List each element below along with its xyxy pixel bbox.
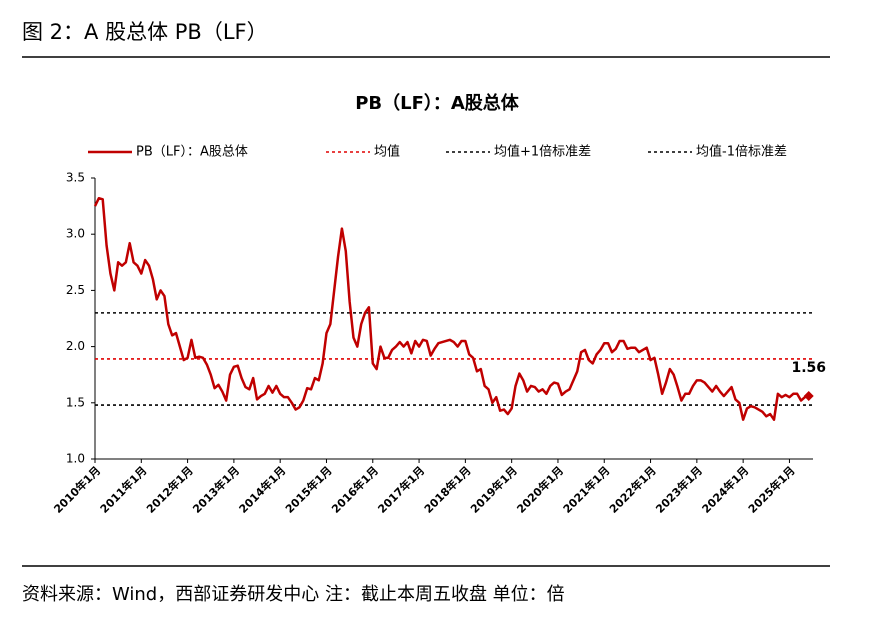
x-tick-label: 2015年1月: [282, 463, 335, 516]
x-tick-label: 2025年1月: [745, 463, 798, 516]
end-marker: [803, 391, 814, 402]
source-note: 资料来源：Wind，西部证券研发中心 注：截止本周五收盘 单位：倍: [22, 584, 565, 605]
data-label: 1.56: [791, 360, 826, 376]
x-tick-label: 2023年1月: [653, 463, 706, 516]
legend-label: 均值+1倍标准差: [494, 144, 591, 160]
legend-label: 均值-1倍标准差: [696, 144, 787, 160]
y-tick-label: 2.0: [66, 339, 85, 353]
x-tick-label: 2022年1月: [606, 463, 659, 516]
y-tick-label: 2.5: [66, 283, 85, 297]
data-line: [93, 196, 810, 421]
x-tick-label: 2016年1月: [328, 463, 381, 516]
legend-label: PB（LF）：A股总体: [136, 145, 248, 160]
chart-title: PB（LF）：A股总体: [355, 92, 520, 114]
x-tick-label: 2024年1月: [699, 463, 752, 516]
x-tick-label: 2019年1月: [467, 463, 520, 516]
y-tick-label: 3.5: [66, 171, 85, 185]
x-tick-label: 2018年1月: [421, 463, 474, 516]
x-tick-label: 2011年1月: [97, 463, 150, 516]
x-tick-label: 2014年1月: [236, 463, 289, 516]
x-tick-label: 2010年1月: [51, 463, 104, 516]
y-tick-label: 1.5: [66, 395, 85, 409]
x-tick-label: 2012年1月: [143, 463, 196, 516]
figure-title: 图 2：A 股总体 PB（LF）: [22, 20, 268, 44]
legend-label: 均值: [374, 144, 400, 160]
x-tick-label: 2017年1月: [375, 463, 428, 516]
x-tick-label: 2021年1月: [560, 463, 613, 516]
x-tick-label: 2013年1月: [190, 463, 243, 516]
y-tick-label: 1.0: [66, 452, 85, 466]
y-tick-label: 3.0: [66, 227, 85, 241]
x-tick-label: 2020年1月: [514, 463, 567, 516]
